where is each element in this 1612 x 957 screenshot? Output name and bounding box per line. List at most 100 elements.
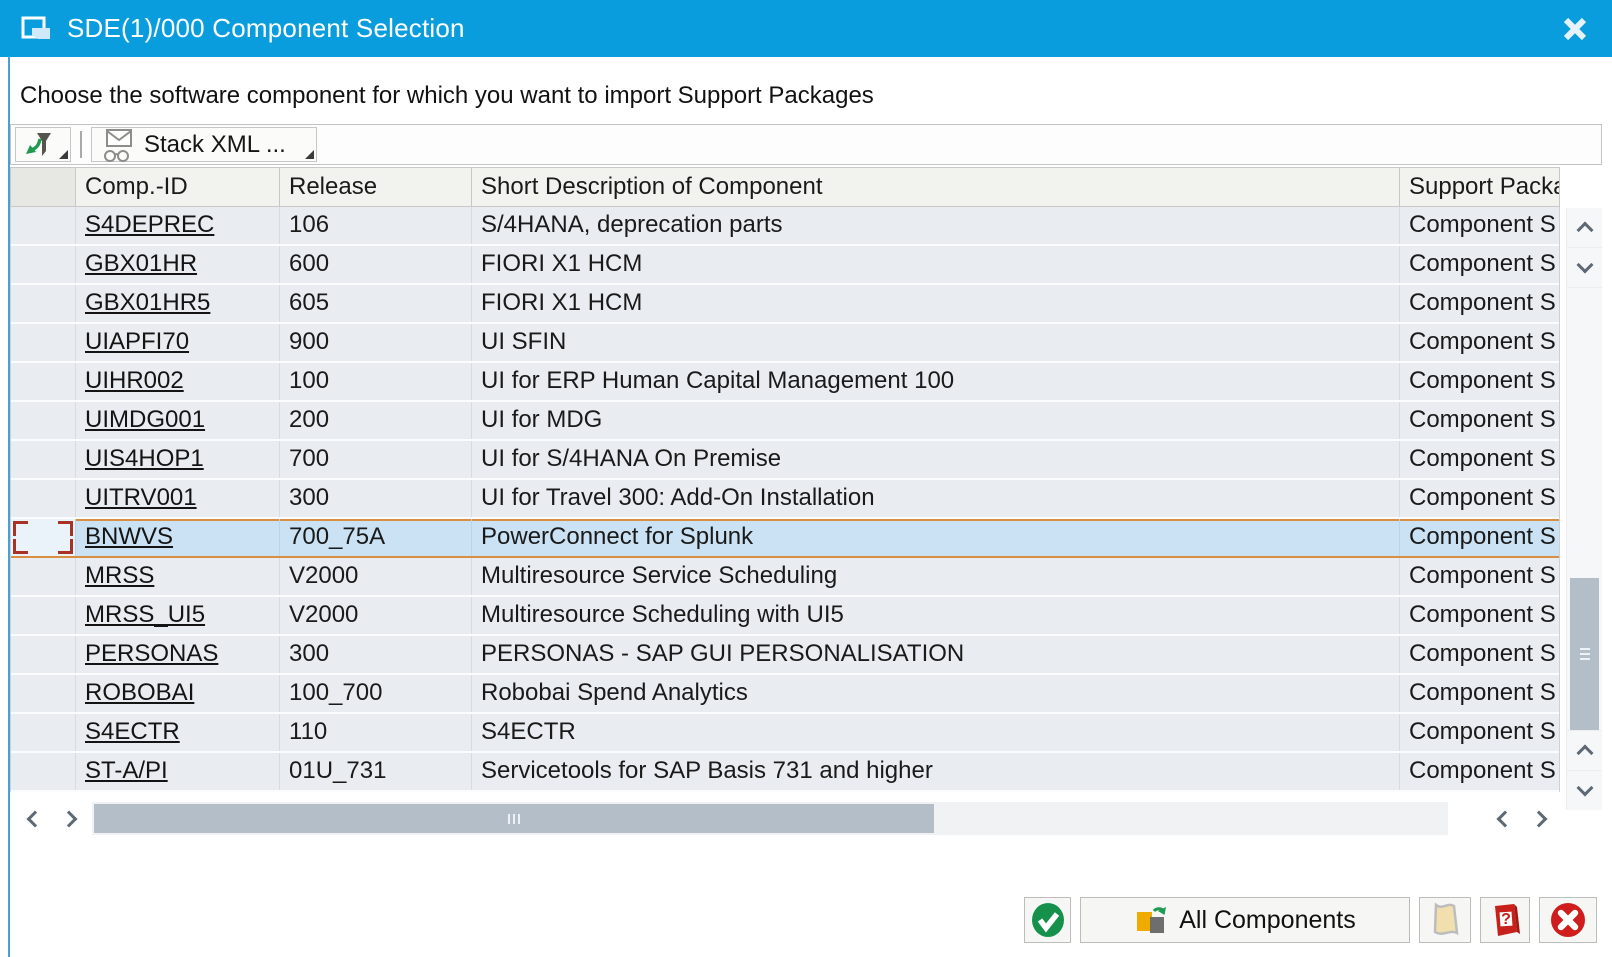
close-icon[interactable] [1558, 12, 1592, 46]
scroll-up-button[interactable] [1567, 208, 1602, 248]
header-description[interactable]: Short Description of Component [471, 168, 1399, 206]
component-id-cell: UIMDG001 [75, 402, 279, 439]
stack-xml-envelope-glasses-icon [100, 127, 136, 163]
header-release[interactable]: Release [279, 168, 471, 206]
description-cell: FIORI X1 HCM [471, 285, 1399, 322]
table-row[interactable]: UIMDG001 200 UI for MDG Component S [11, 402, 1559, 441]
horizontal-scrollbar-track[interactable] [92, 802, 1448, 835]
table-row[interactable]: UIAPFI70 900 UI SFIN Component S [11, 324, 1559, 363]
description-cell: S/4HANA, deprecation parts [471, 207, 1399, 244]
release-cell: V2000 [279, 558, 471, 595]
table-row[interactable]: PERSONAS 300 PERSONAS - SAP GUI PERSONAL… [11, 636, 1559, 675]
scroll-up-button-bottom[interactable] [1567, 730, 1602, 770]
component-id-link[interactable]: BNWVS [85, 523, 174, 550]
description-cell: Multiresource Service Scheduling [471, 558, 1399, 595]
cancel-button[interactable] [1539, 897, 1597, 943]
component-id-link[interactable]: MRSS_UI5 [85, 601, 206, 628]
chevron-left-icon [26, 810, 44, 827]
row-selection-cell[interactable] [11, 246, 75, 283]
description-cell: UI for MDG [471, 402, 1399, 439]
component-id-link[interactable]: ST-A/PI [85, 757, 168, 784]
table-row[interactable]: S4DEPREC 106 S/4HANA, deprecation parts … [11, 207, 1559, 246]
header-comp-id[interactable]: Comp.-ID [75, 168, 279, 206]
continue-button[interactable] [1024, 897, 1071, 943]
scroll-left-button[interactable] [14, 800, 52, 837]
horizontal-scrollbar[interactable] [10, 800, 1560, 837]
component-id-cell: UIS4HOP1 [75, 441, 279, 478]
row-selection-cell[interactable] [11, 441, 75, 478]
scroll-right-button[interactable] [52, 800, 90, 837]
table-row[interactable]: UIS4HOP1 700 UI for S/4HANA On Premise C… [11, 441, 1559, 480]
row-selection-cell[interactable] [11, 402, 75, 439]
table-row[interactable]: ST-A/PI 01U_731 Servicetools for SAP Bas… [11, 753, 1559, 792]
component-id-link[interactable]: PERSONAS [85, 640, 219, 667]
table-row[interactable]: BNWVS 700_75A PowerConnect for Splunk Co… [11, 519, 1559, 558]
table-row[interactable]: ROBOBAI 100_700 Robobai Spend Analytics … [11, 675, 1559, 714]
help-button[interactable]: ? [1480, 897, 1530, 943]
component-id-link[interactable]: ROBOBAI [85, 679, 195, 706]
header-support-package[interactable]: Support Packa [1399, 168, 1559, 206]
support-package-cell: Component S [1399, 597, 1559, 634]
description-cell: UI SFIN [471, 324, 1399, 361]
row-selection-cell[interactable] [11, 753, 75, 790]
row-selection-cell[interactable] [11, 480, 75, 517]
table-row[interactable]: MRSS V2000 Multiresource Service Schedul… [11, 558, 1559, 597]
table-row[interactable]: GBX01HR 600 FIORI X1 HCM Component S [11, 246, 1559, 285]
row-selection-cell[interactable] [11, 636, 75, 673]
scroll-down-button-bottom[interactable] [1567, 770, 1602, 810]
component-id-cell: BNWVS [75, 519, 279, 556]
component-id-link[interactable]: UIMDG001 [85, 406, 206, 433]
component-id-cell: UIAPFI70 [75, 324, 279, 361]
component-id-cell: UIHR002 [75, 363, 279, 400]
row-selection-cell[interactable] [11, 363, 75, 400]
row-selection-cell[interactable] [11, 519, 75, 556]
dialog-title: SDE(1)/000 Component Selection [67, 13, 465, 43]
components-table: Comp.-ID Release Short Description of Co… [10, 167, 1560, 792]
component-id-link[interactable]: UITRV001 [85, 484, 197, 511]
support-package-cell: Component S [1399, 675, 1559, 712]
component-id-link[interactable]: GBX01HR [85, 250, 198, 277]
import-button[interactable] [15, 127, 71, 162]
release-cell: 700 [279, 441, 471, 478]
release-cell: 300 [279, 636, 471, 673]
component-id-link[interactable]: UIAPFI70 [85, 328, 190, 355]
row-selection-cell[interactable] [11, 207, 75, 244]
scroll-down-button[interactable] [1567, 248, 1602, 288]
dialog-left-border [8, 57, 10, 957]
scroll-right-button-right[interactable] [1522, 800, 1560, 837]
component-id-link[interactable]: GBX01HR5 [85, 289, 211, 316]
table-row[interactable]: UIHR002 100 UI for ERP Human Capital Man… [11, 363, 1559, 402]
stack-xml-button[interactable]: Stack XML ... [91, 127, 317, 162]
row-selection-cell[interactable] [11, 558, 75, 595]
table-row[interactable]: GBX01HR5 605 FIORI X1 HCM Component S [11, 285, 1559, 324]
vertical-scrollbar-thumb[interactable] [1570, 578, 1599, 730]
paper-button[interactable] [1419, 897, 1471, 943]
row-selection-cell[interactable] [11, 324, 75, 361]
component-id-link[interactable]: S4DEPREC [85, 211, 215, 238]
component-id-link[interactable]: MRSS [85, 562, 155, 589]
table-row[interactable]: UITRV001 300 UI for Travel 300: Add-On I… [11, 480, 1559, 519]
row-selection-cell[interactable] [11, 597, 75, 634]
component-id-link[interactable]: UIS4HOP1 [85, 445, 204, 472]
vertical-scrollbar[interactable] [1566, 208, 1602, 810]
scroll-left-button-right[interactable] [1484, 800, 1522, 837]
release-cell: 106 [279, 207, 471, 244]
row-selection-cell[interactable] [11, 285, 75, 322]
table-row[interactable]: S4ECTR 110 S4ECTR Component S [11, 714, 1559, 753]
horizontal-scrollbar-thumb[interactable] [94, 804, 934, 833]
note-paper-icon [1427, 901, 1463, 939]
release-cell: 900 [279, 324, 471, 361]
row-selection-cell[interactable] [11, 675, 75, 712]
all-components-button[interactable]: All Components [1080, 897, 1410, 943]
all-components-label: All Components [1179, 905, 1356, 934]
table-row[interactable]: MRSS_UI5 V2000 Multiresource Scheduling … [11, 597, 1559, 636]
release-cell: 605 [279, 285, 471, 322]
header-selection-column[interactable] [11, 168, 75, 206]
support-package-cell: Component S [1399, 714, 1559, 751]
component-id-link[interactable]: UIHR002 [85, 367, 184, 394]
row-selection-cell[interactable] [11, 714, 75, 751]
support-package-cell: Component S [1399, 324, 1559, 361]
component-id-link[interactable]: S4ECTR [85, 718, 180, 745]
release-cell: 700_75A [279, 519, 471, 556]
red-x-circle-icon [1549, 901, 1587, 939]
